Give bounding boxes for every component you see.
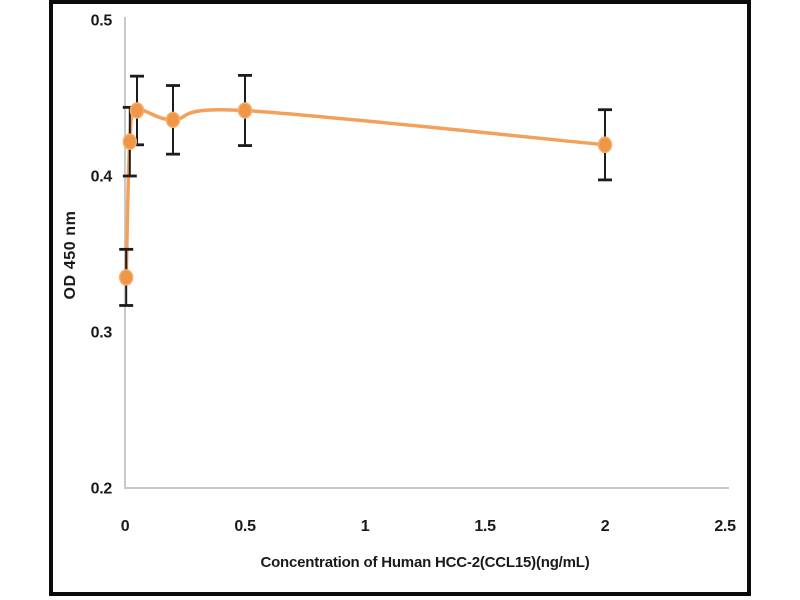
data-point-marker xyxy=(122,133,138,150)
data-point-marker xyxy=(165,111,181,129)
x-tick-label: 2.5 xyxy=(714,518,736,535)
y-tick-labels: 0.2 0.3 0.4 0.5 xyxy=(91,13,113,498)
data-point-marker xyxy=(597,136,613,154)
y-tick-label: 0.2 xyxy=(91,481,113,498)
error-bars xyxy=(119,73,612,307)
chart-frame-border xyxy=(49,0,751,596)
data-points xyxy=(118,102,613,286)
y-tick-label: 0.3 xyxy=(91,325,113,342)
y-axis-title: OD 450 nm xyxy=(62,210,79,300)
x-tick-label: 1 xyxy=(361,518,370,535)
data-point-marker xyxy=(129,102,145,119)
x-tick-label: 2 xyxy=(601,518,610,535)
data-point-marker xyxy=(118,269,134,286)
y-tick-label: 0.5 xyxy=(91,13,113,30)
data-point-marker xyxy=(237,102,253,119)
x-tick-label: 1.5 xyxy=(474,518,496,535)
series-line xyxy=(124,108,607,280)
x-tick-label: 0 xyxy=(121,518,130,535)
x-tick-label: 0.5 xyxy=(234,518,256,535)
y-tick-label: 0.4 xyxy=(91,169,113,186)
x-tick-labels: 0 0.5 1 1.5 2 2.5 xyxy=(121,518,737,535)
x-axis-title: Concentration of Human HCC-2(CCL15)(ng/m… xyxy=(260,554,590,571)
